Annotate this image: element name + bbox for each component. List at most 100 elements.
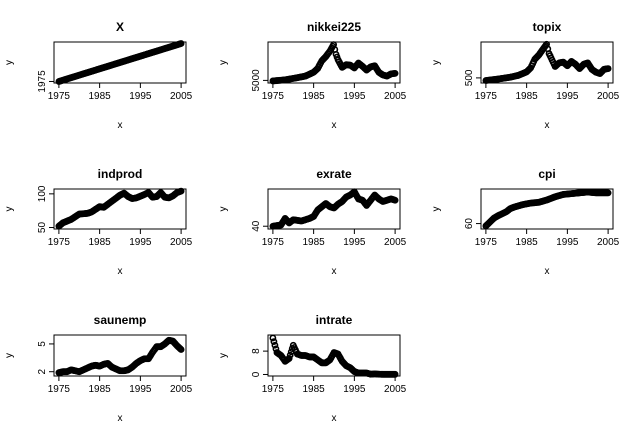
y-axis-label: y — [4, 207, 15, 212]
panel-title: X — [116, 20, 124, 34]
x-tick-label: 1975 — [262, 384, 285, 395]
data-point — [391, 196, 399, 204]
x-tick-label: 1975 — [48, 91, 71, 102]
y-axis-label: y — [4, 353, 15, 358]
y-tick-label: 100 — [37, 185, 48, 202]
series-points — [55, 40, 185, 85]
x-axis-label: x — [118, 413, 123, 424]
x-axis-label: x — [332, 266, 337, 277]
data-point — [286, 351, 294, 359]
series-points — [269, 188, 399, 230]
plot-panel-1: nikkei225 1975 1985 1995 2005 5000 x y — [218, 20, 407, 131]
plot-frame — [480, 188, 614, 230]
y-tick-label: 500 — [464, 69, 475, 86]
x-axis-label: x — [118, 120, 123, 131]
panel-title: exrate — [316, 167, 352, 181]
data-point — [177, 40, 185, 47]
x-tick-label: 1975 — [48, 237, 71, 248]
plot-panel-3: indprod 1975 1985 1995 2005 50 100 x y — [4, 167, 193, 277]
data-point — [604, 65, 612, 72]
plot-panel-6: saunemp 1975 1985 1995 2005 2 5 x y — [4, 313, 193, 424]
data-point — [271, 341, 279, 349]
plot-frame — [267, 188, 401, 230]
x-tick-label: 1995 — [556, 91, 579, 102]
plot-panel-2: topix 1975 1985 1995 2005 500 x y — [431, 20, 620, 131]
series-points — [269, 41, 399, 85]
x-tick-label: 1985 — [303, 384, 326, 395]
y-axis-label: y — [4, 60, 15, 65]
data-point — [604, 189, 612, 197]
series-points — [269, 334, 399, 378]
x-tick-label: 1995 — [343, 91, 366, 102]
panel-title: indprod — [98, 167, 143, 181]
x-tick-label: 1975 — [262, 91, 285, 102]
x-tick-label: 2005 — [597, 91, 620, 102]
x-tick-label: 2005 — [384, 384, 407, 395]
x-tick-label: 1995 — [343, 384, 366, 395]
y-tick-label: 1975 — [37, 70, 48, 93]
panel-title: saunemp — [94, 313, 147, 327]
panel-title: nikkei225 — [307, 20, 361, 34]
x-tick-label: 2005 — [384, 91, 407, 102]
data-point — [177, 187, 185, 195]
series-points — [55, 336, 185, 377]
plot-frame — [267, 334, 401, 377]
x-axis-label: x — [545, 120, 550, 131]
x-axis-label: x — [545, 266, 550, 277]
x-tick-label: 2005 — [597, 237, 620, 248]
y-axis-label: y — [218, 60, 229, 65]
series-points — [482, 188, 612, 230]
plot-panel-4: exrate 1975 1985 1995 2005 40 x y — [218, 167, 407, 277]
x-tick-label: 2005 — [170, 237, 193, 248]
plot-frame — [53, 334, 187, 377]
x-tick-label: 1975 — [48, 384, 71, 395]
x-tick-label: 1995 — [129, 384, 152, 395]
x-tick-label: 1985 — [89, 91, 112, 102]
y-axis-label: y — [218, 207, 229, 212]
data-point — [270, 338, 278, 346]
x-tick-label: 1975 — [262, 237, 285, 248]
y-tick-label: 0 — [251, 371, 262, 377]
panel-title: intrate — [316, 313, 353, 327]
x-tick-label: 1985 — [303, 237, 326, 248]
y-axis-label: y — [218, 353, 229, 358]
x-axis-label: x — [332, 120, 337, 131]
y-axis-label: y — [431, 60, 442, 65]
x-tick-label: 1985 — [89, 237, 112, 248]
y-tick-label: 60 — [464, 218, 475, 230]
y-tick-label: 40 — [251, 220, 262, 232]
x-tick-label: 1995 — [129, 91, 152, 102]
x-axis-label: x — [332, 413, 337, 424]
plot-panel-5: cpi 1975 1985 1995 2005 60 x y — [431, 167, 620, 277]
y-tick-label: 2 — [37, 368, 48, 374]
series-points — [482, 40, 612, 84]
y-tick-label: 50 — [37, 222, 48, 234]
plot-frame — [53, 41, 187, 84]
x-tick-label: 1985 — [516, 91, 539, 102]
x-tick-label: 1995 — [556, 237, 579, 248]
y-axis-label: y — [431, 207, 442, 212]
data-point — [391, 69, 399, 77]
data-point — [177, 346, 185, 353]
x-tick-label: 1975 — [475, 237, 498, 248]
plot-panel-7: intrate 1975 1985 1995 2005 0 8 x y — [218, 313, 407, 424]
plot-panel-0: X 1975 1985 1995 2005 1975 x y — [4, 20, 193, 131]
data-point — [269, 334, 277, 342]
x-tick-label: 1985 — [516, 237, 539, 248]
x-tick-label: 1995 — [343, 237, 366, 248]
plot-frame — [53, 188, 187, 230]
x-tick-label: 1985 — [303, 91, 326, 102]
panel-title: topix — [533, 20, 562, 34]
series-points — [55, 187, 185, 230]
x-tick-label: 1995 — [129, 237, 152, 248]
y-tick-label: 5000 — [251, 69, 262, 92]
x-tick-label: 2005 — [170, 91, 193, 102]
x-tick-label: 1975 — [475, 91, 498, 102]
x-tick-label: 2005 — [170, 384, 193, 395]
y-tick-label: 5 — [37, 341, 48, 347]
data-point — [285, 355, 293, 362]
data-point — [391, 370, 399, 378]
x-tick-label: 2005 — [384, 237, 407, 248]
panel-title: cpi — [538, 167, 555, 181]
